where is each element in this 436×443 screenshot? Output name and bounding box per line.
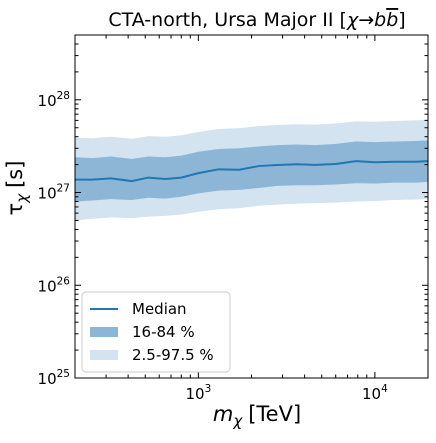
legend-item-16-84-swatch <box>90 327 118 337</box>
plot-frame <box>74 34 429 379</box>
median-layer <box>75 160 429 183</box>
x-axis-label: mχ [TeV] <box>213 402 301 430</box>
legend-item-16-84-label: 16-84 % <box>132 323 195 341</box>
legend-item-2-5-97-5-label: 2.5-97.5 % <box>132 346 214 364</box>
y-tick-label: 1025 <box>38 368 70 388</box>
legend-item-median-label: Median <box>132 300 187 318</box>
y-tick-label: 1028 <box>38 90 70 110</box>
y-tick-label: 1027 <box>38 183 70 203</box>
x-tick-label: 104 <box>362 383 388 403</box>
median-line <box>75 160 429 183</box>
band-16-84 <box>75 140 428 202</box>
legend: Median 16-84 % 2.5-97.5 % <box>81 291 231 373</box>
ticks-layer: 103 104 1025 1026 1027 1028 <box>38 34 429 403</box>
chart-title: CTA-north, Ursa Major II [χ→bb] <box>108 9 405 31</box>
bands-layer <box>75 119 428 221</box>
legend-box <box>81 291 231 373</box>
y-axis-label: τχ[s] <box>3 161 31 216</box>
x-tick-label: 103 <box>185 383 211 403</box>
y-tick-label: 1026 <box>38 275 71 295</box>
legend-item-2-5-97-5-swatch <box>90 350 118 360</box>
